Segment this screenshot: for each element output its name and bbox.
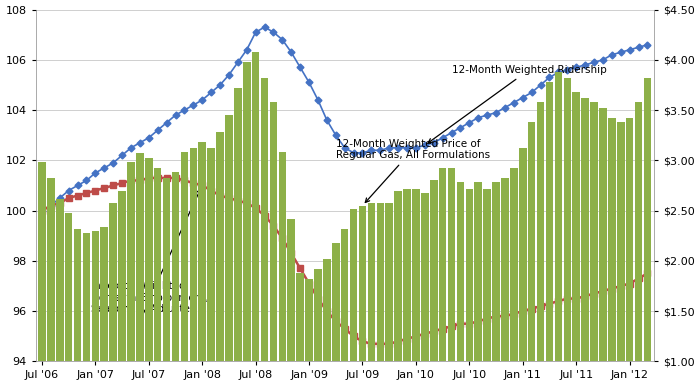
Bar — [181, 152, 188, 386]
Bar — [528, 122, 536, 386]
Bar — [412, 188, 420, 386]
Bar — [386, 203, 393, 386]
Bar — [92, 231, 99, 386]
Bar — [377, 203, 384, 386]
Bar — [47, 178, 55, 386]
Bar — [83, 233, 90, 386]
Bar — [501, 178, 509, 386]
Bar — [109, 203, 117, 386]
Bar — [546, 82, 553, 386]
Bar — [554, 72, 562, 386]
Bar — [314, 269, 322, 386]
Text: Index of Weighted
Nonfarm Employment,
Seasonally Adjusted: Index of Weighted Nonfarm Employment, Se… — [91, 189, 209, 314]
Bar — [136, 153, 144, 386]
Bar — [492, 183, 500, 386]
Bar — [163, 178, 170, 386]
Bar — [56, 198, 64, 386]
Bar — [484, 188, 491, 386]
Bar — [466, 188, 473, 386]
Bar — [350, 208, 358, 386]
Bar — [74, 229, 81, 386]
Bar — [341, 229, 349, 386]
Bar — [617, 122, 624, 386]
Bar — [448, 168, 455, 386]
Bar — [65, 213, 72, 386]
Bar — [323, 259, 330, 386]
Text: 12-Month Weighted Ridership: 12-Month Weighted Ridership — [428, 65, 606, 143]
Bar — [145, 158, 153, 386]
Bar — [626, 118, 634, 386]
Bar — [296, 273, 304, 386]
Bar — [403, 188, 411, 386]
Bar — [537, 102, 545, 386]
Bar — [421, 193, 428, 386]
Bar — [118, 191, 126, 386]
Bar — [288, 218, 295, 386]
Bar — [252, 52, 260, 386]
Bar — [394, 191, 402, 386]
Bar — [305, 279, 313, 386]
Bar — [456, 183, 464, 386]
Bar — [198, 142, 206, 386]
Bar — [430, 181, 438, 386]
Bar — [643, 78, 651, 386]
Bar — [101, 227, 108, 386]
Bar — [154, 168, 162, 386]
Bar — [172, 173, 179, 386]
Bar — [475, 183, 482, 386]
Bar — [358, 206, 366, 386]
Bar — [573, 92, 580, 386]
Bar — [599, 108, 607, 386]
Bar — [590, 102, 598, 386]
Bar — [368, 203, 375, 386]
Bar — [38, 163, 46, 386]
Bar — [207, 148, 215, 386]
Bar — [510, 168, 518, 386]
Bar — [519, 148, 526, 386]
Bar — [190, 148, 197, 386]
Bar — [279, 152, 286, 386]
Bar — [439, 168, 447, 386]
Bar — [581, 98, 589, 386]
Bar — [564, 78, 571, 386]
Bar — [127, 163, 135, 386]
Text: 12-Month Weighted Price of
Regular Gas, All Formulations: 12-Month Weighted Price of Regular Gas, … — [336, 139, 490, 203]
Bar — [332, 243, 340, 386]
Bar — [225, 115, 232, 386]
Bar — [234, 88, 241, 386]
Bar — [608, 118, 615, 386]
Bar — [216, 132, 224, 386]
Bar — [635, 102, 643, 386]
Bar — [243, 62, 251, 386]
Bar — [270, 102, 277, 386]
Bar — [261, 78, 268, 386]
